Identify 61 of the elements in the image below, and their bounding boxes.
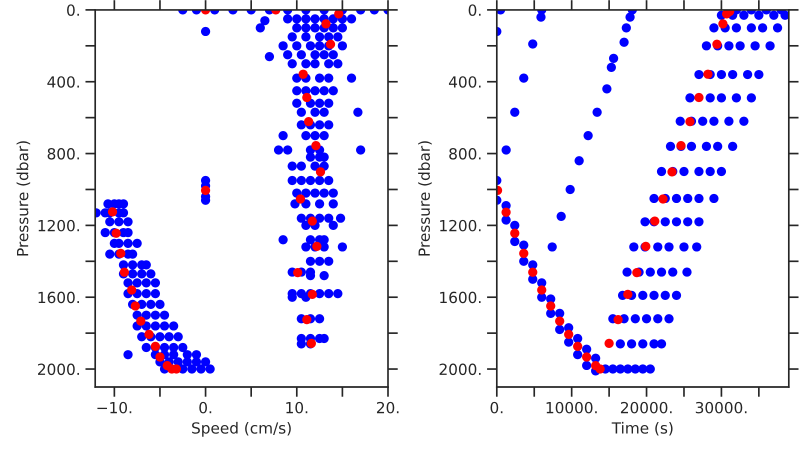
point xyxy=(293,268,302,278)
x-tick-label: 0. xyxy=(490,402,502,414)
point xyxy=(316,167,326,176)
y-axis-title: Pressure (dbar) xyxy=(16,141,30,256)
x-tick-label: 10. xyxy=(286,402,308,414)
point xyxy=(519,248,528,258)
y-tick-label: 0. xyxy=(67,4,79,16)
y-tick-label: 0. xyxy=(468,4,481,16)
point xyxy=(573,342,582,352)
y-tick-label: 1600. xyxy=(440,292,481,304)
point xyxy=(528,268,538,277)
point xyxy=(537,285,546,295)
x-tick-label: −10. xyxy=(97,402,132,414)
point xyxy=(632,268,642,278)
point xyxy=(596,364,605,374)
x-axis-title: Speed (cm/s) xyxy=(192,422,291,437)
y-axis-title: Pressure (dbar) xyxy=(418,141,432,256)
point xyxy=(144,330,154,339)
x-axis-title: Time (s) xyxy=(612,422,673,436)
point xyxy=(564,330,574,339)
point xyxy=(200,186,210,195)
point xyxy=(296,194,306,204)
y-tick-label: 2000. xyxy=(440,364,481,376)
y-tick-label: 1600. xyxy=(38,292,79,304)
point xyxy=(127,285,136,295)
point xyxy=(155,352,165,362)
point xyxy=(604,338,614,348)
y-tick-label: 400. xyxy=(47,76,79,88)
point xyxy=(501,208,511,217)
point xyxy=(304,116,314,126)
point xyxy=(613,315,623,324)
x-tick-label: 20000. xyxy=(620,402,672,414)
point xyxy=(623,290,632,299)
point xyxy=(321,19,331,29)
y-tick-label: 2000. xyxy=(38,364,79,376)
point xyxy=(334,10,344,18)
point xyxy=(108,207,118,217)
point xyxy=(555,316,564,326)
x-tick-label: 0. xyxy=(199,402,212,414)
x-tick-label: 10000. xyxy=(546,402,597,414)
point xyxy=(703,70,713,79)
point xyxy=(510,228,520,238)
point xyxy=(302,92,312,102)
point xyxy=(694,92,704,102)
x-tick-label: 20. xyxy=(376,402,398,414)
y-tick-label: 800. xyxy=(48,148,79,160)
x-tick-label: 30000. xyxy=(696,402,746,414)
point xyxy=(718,19,728,29)
y-tick-label: 800. xyxy=(449,148,481,160)
point xyxy=(136,316,146,326)
point xyxy=(582,352,592,362)
point xyxy=(130,301,140,311)
y-tick-label: 1200. xyxy=(440,220,481,232)
y-tick-label: 1200. xyxy=(38,220,79,232)
y-tick-label: 400. xyxy=(448,76,481,88)
point xyxy=(546,301,556,311)
point xyxy=(298,70,308,79)
point xyxy=(311,141,321,150)
point xyxy=(302,315,312,324)
point xyxy=(308,216,317,226)
point xyxy=(658,194,668,204)
